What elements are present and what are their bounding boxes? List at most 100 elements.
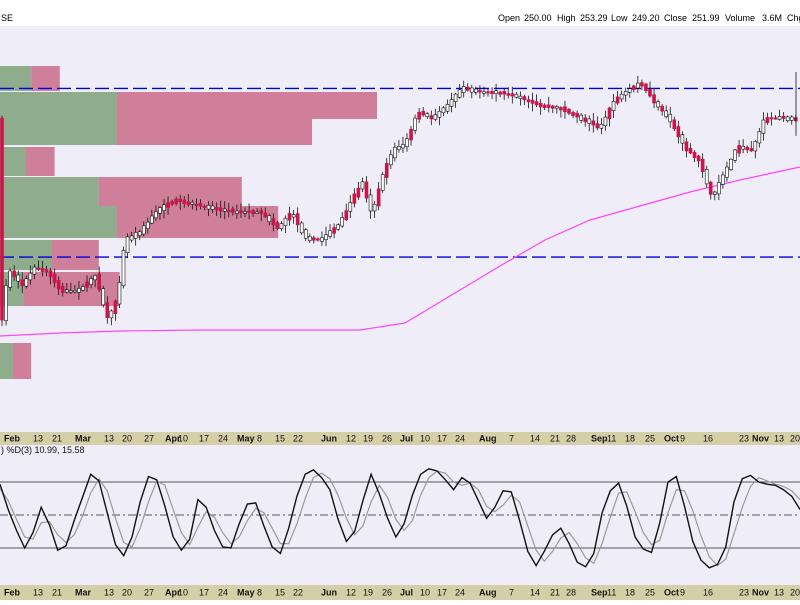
- date-axis-label: Mar: [75, 434, 92, 444]
- candle-down: [498, 91, 502, 95]
- candle-up: [729, 159, 733, 171]
- candle-down: [591, 120, 596, 126]
- candle-up: [627, 88, 632, 93]
- volume-bar-down: [117, 92, 377, 119]
- candle-up: [518, 95, 523, 100]
- candle-up: [348, 202, 353, 212]
- candle-down: [178, 198, 182, 203]
- date-axis-label: May: [237, 434, 255, 444]
- candle-down: [194, 203, 199, 206]
- candle-down: [247, 210, 251, 213]
- bottom-date-axis-label: 16: [703, 588, 713, 598]
- candle-down: [170, 201, 174, 205]
- candle-down: [575, 112, 579, 118]
- candle-down: [749, 148, 754, 152]
- candle-up: [133, 232, 138, 239]
- candle-up: [413, 117, 417, 131]
- candle-down: [692, 151, 697, 158]
- candle-down: [52, 273, 57, 284]
- bottom-date-axis-label: 25: [645, 588, 655, 598]
- candle-down: [534, 101, 539, 106]
- candle-down: [506, 93, 511, 96]
- candle-up: [190, 201, 195, 205]
- candle-down: [571, 112, 575, 116]
- date-axis-label: Nov: [752, 434, 769, 444]
- candle-down: [263, 212, 268, 218]
- candle-down: [214, 207, 219, 211]
- candle-down: [563, 106, 567, 113]
- candle-down: [312, 237, 316, 241]
- candle-up: [32, 266, 37, 275]
- date-axis-label: 8: [257, 434, 262, 444]
- date-axis-label: 13: [33, 434, 43, 444]
- candle-down: [652, 94, 656, 104]
- date-axis-label: 14: [530, 434, 540, 444]
- date-axis-label: 21: [550, 434, 560, 444]
- candle-down: [20, 279, 25, 287]
- volume-bar-up: [0, 343, 13, 379]
- candle-down: [696, 155, 701, 162]
- candle-down: [174, 198, 178, 204]
- candle-up: [425, 113, 430, 117]
- candle-up: [324, 234, 328, 240]
- candle-up: [77, 288, 81, 293]
- bottom-date-axis-label: 19: [363, 588, 373, 598]
- candle-up: [210, 205, 215, 210]
- candle-up: [16, 274, 21, 282]
- candle-up: [664, 110, 669, 118]
- bottom-date-axis-label: 13: [33, 588, 43, 598]
- candle-up: [393, 146, 397, 159]
- candle-up: [401, 144, 405, 149]
- candle-up: [372, 203, 377, 212]
- candle-up: [704, 169, 709, 185]
- bottom-date-axis-label: Aug: [479, 588, 497, 598]
- candle-up: [761, 119, 766, 134]
- candle-down: [631, 85, 636, 90]
- candle-down: [676, 126, 681, 138]
- bottom-date-axis-label: Jul: [400, 588, 413, 598]
- date-axis-label: 19: [363, 434, 373, 444]
- date-axis-label: 20: [122, 434, 132, 444]
- candle-up: [303, 229, 308, 239]
- candle-up: [789, 116, 794, 121]
- candle-up: [255, 211, 259, 214]
- volume-bar-up: [0, 206, 117, 238]
- candle-down: [765, 117, 770, 124]
- candle-up: [307, 236, 312, 241]
- candle-up: [101, 288, 106, 306]
- candle-down: [595, 123, 600, 129]
- candle-up: [121, 250, 126, 287]
- candle-up: [555, 106, 559, 109]
- candle-down: [227, 209, 231, 212]
- ohlc-chg-label: Chg: [787, 13, 800, 23]
- candle-up: [514, 93, 519, 98]
- date-axis-label: 26: [382, 434, 392, 444]
- candle-down: [465, 86, 470, 91]
- candle-up: [611, 101, 616, 111]
- candle-up: [397, 146, 401, 150]
- candle-down: [737, 145, 741, 154]
- candle-up: [623, 91, 628, 96]
- candle-up: [587, 118, 592, 124]
- bottom-date-axis-label: Oct: [664, 588, 679, 598]
- bottom-date-axis-label: 8: [257, 588, 262, 598]
- bottom-date-axis-label: 13: [104, 588, 114, 598]
- candle-up: [279, 223, 284, 229]
- candle-up: [725, 166, 729, 178]
- candle-up: [474, 88, 478, 93]
- bottom-date-axis-label: Sep: [591, 588, 608, 598]
- candle-up: [129, 235, 134, 241]
- candle-up: [24, 278, 29, 287]
- candle-down: [640, 82, 644, 87]
- candle-down: [559, 107, 563, 111]
- candlestick-series: [0, 72, 798, 327]
- ohlc-volume-value: 3.6M: [762, 13, 782, 23]
- candle-down: [672, 119, 677, 130]
- volume-bar-up: [0, 177, 99, 206]
- candle-up: [449, 99, 454, 107]
- bottom-date-axis-label: Nov: [752, 588, 769, 598]
- candle-down: [97, 273, 101, 290]
- bottom-date-axis-label: 26: [382, 588, 392, 598]
- date-axis-label: 12: [346, 434, 356, 444]
- date-axis-label: 17: [199, 434, 209, 444]
